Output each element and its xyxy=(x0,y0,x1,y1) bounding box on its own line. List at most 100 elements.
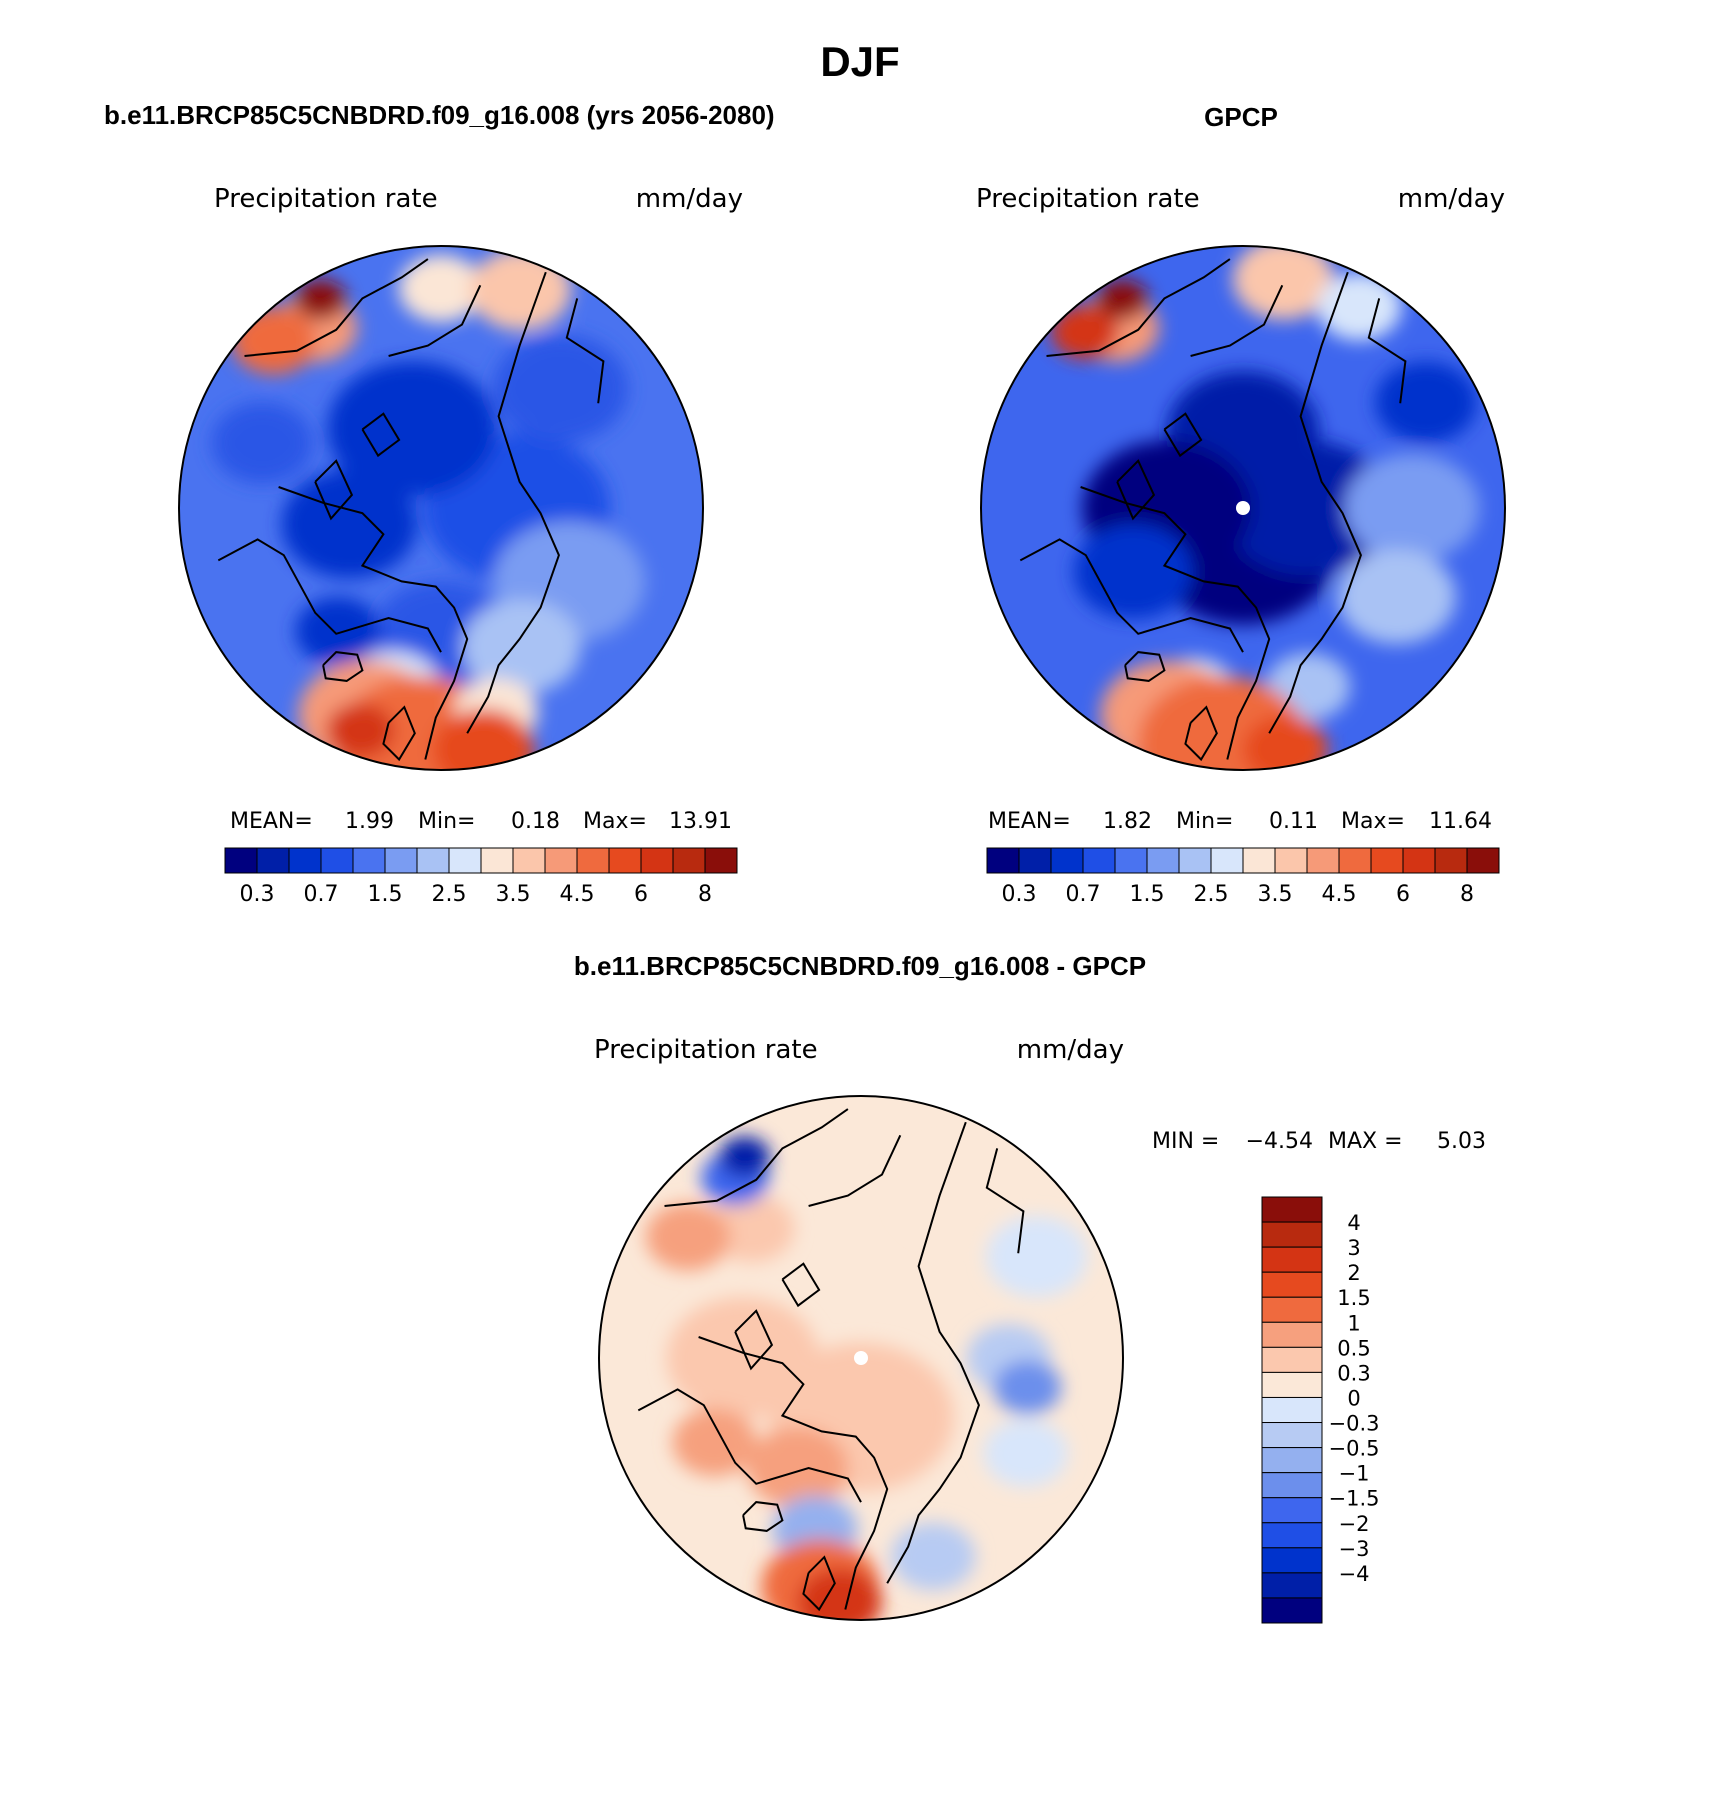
colorbar-swatch xyxy=(1261,1597,1323,1624)
variable-label: Precipitation rate xyxy=(214,184,438,214)
colorbar-swatch xyxy=(986,847,1020,874)
max-value: 13.91 xyxy=(669,809,732,834)
colorbar-swatch xyxy=(1261,1221,1323,1248)
coastlines xyxy=(637,1108,1025,1612)
coastline xyxy=(1046,258,1231,357)
min-value: 0.18 xyxy=(511,809,560,834)
colorbar-tick-label: 8 xyxy=(698,882,712,907)
coastline xyxy=(1190,284,1284,357)
field-region xyxy=(719,1136,771,1177)
colorbar-tick-label: 1.5 xyxy=(1337,1286,1370,1310)
field-region xyxy=(666,1297,819,1419)
pole-missing-marker xyxy=(1236,501,1250,515)
field-region xyxy=(327,361,497,497)
colorbar-swatch xyxy=(480,847,514,874)
colorbar-swatch xyxy=(1082,847,1116,874)
field-region xyxy=(985,1216,1088,1298)
colorbar-swatch xyxy=(1338,847,1372,874)
colorbar-tick-label: −3 xyxy=(1339,1537,1370,1561)
coastline xyxy=(1367,298,1407,404)
field-region xyxy=(432,708,535,770)
min-label: Min= xyxy=(418,809,475,834)
colorbar-tick-label: 2.5 xyxy=(1194,882,1229,907)
polar-map xyxy=(179,246,703,770)
colorbar-tick-label: −1.5 xyxy=(1329,1487,1380,1511)
colorbar-swatch xyxy=(416,847,450,874)
coastlines xyxy=(1019,258,1407,762)
coastline xyxy=(382,705,416,762)
coastline xyxy=(1163,412,1203,458)
field-region xyxy=(462,599,581,695)
colorbar-swatch xyxy=(608,847,642,874)
colorbar-swatch xyxy=(288,847,322,874)
colorbar-swatch xyxy=(1050,847,1084,874)
colorbar-swatch xyxy=(1402,847,1436,874)
colorbar-swatch xyxy=(1261,1497,1323,1524)
colorbar-swatch xyxy=(352,847,386,874)
coastline xyxy=(808,1134,902,1207)
min-label: MIN = xyxy=(1152,1129,1219,1154)
colorbar-tick-label: 1.5 xyxy=(1130,882,1165,907)
field-region xyxy=(797,1568,882,1620)
field-region xyxy=(746,1427,849,1509)
colorbar-tick-label: 0.7 xyxy=(1066,882,1101,907)
max-value: 11.64 xyxy=(1429,809,1492,834)
colorbar-swatch xyxy=(1434,847,1468,874)
colorbar-tick-label: 0 xyxy=(1347,1387,1360,1411)
field-region xyxy=(469,249,572,331)
colorbar-swatch xyxy=(1018,847,1052,874)
colorbar-swatch xyxy=(1261,1422,1323,1449)
max-value: 5.03 xyxy=(1437,1129,1486,1154)
pole-missing-marker xyxy=(854,1351,868,1365)
max-label: MAX = xyxy=(1328,1129,1403,1154)
colorbar-tick-label: 0.3 xyxy=(1337,1361,1370,1385)
coastline xyxy=(1184,705,1218,762)
polar-map xyxy=(599,1096,1123,1620)
max-label: Max= xyxy=(583,809,647,834)
max-label: Max= xyxy=(1341,809,1405,834)
mean-label: MEAN= xyxy=(988,809,1071,834)
coastline xyxy=(361,412,401,458)
colorbar-swatch xyxy=(1261,1472,1323,1499)
figure-title: DJF xyxy=(820,38,899,85)
field-region xyxy=(1074,524,1193,619)
colorbar-swatch xyxy=(256,847,290,874)
coastline xyxy=(886,1121,980,1584)
precip-field xyxy=(1050,246,1480,770)
coastline xyxy=(1019,538,1244,653)
colorbar-swatch xyxy=(1261,1572,1323,1599)
colorbar: 0.3 0.7 1.5 2.5 3.5 4.5 6 8 xyxy=(986,847,1500,907)
colorbar-swatch xyxy=(512,847,546,874)
field-region xyxy=(1232,246,1335,320)
colorbar-tick-label: 0.3 xyxy=(1002,882,1037,907)
colorbar-swatch xyxy=(1242,847,1276,874)
colorbar-tick-label: 1 xyxy=(1347,1311,1360,1335)
variable-label: Precipitation rate xyxy=(976,184,1200,214)
field-region xyxy=(891,1522,976,1591)
colorbar-tick-label: −1 xyxy=(1339,1462,1370,1486)
coastline xyxy=(565,298,605,404)
colorbar-swatch xyxy=(224,847,258,874)
field-region xyxy=(211,402,313,484)
field-region xyxy=(710,1194,795,1263)
colorbar-tick-label: −4 xyxy=(1339,1562,1370,1586)
colorbar-swatch xyxy=(1261,1371,1323,1398)
map-border xyxy=(598,1095,1124,1621)
field-region xyxy=(398,254,484,323)
panel-model: b.e11.BRCP85C5CNBDRD.f09_g16.008 (yrs 20… xyxy=(104,100,775,907)
coastline xyxy=(322,651,364,682)
min-label: Min= xyxy=(1176,809,1233,834)
coastline xyxy=(637,1388,862,1503)
coastline xyxy=(802,1555,836,1612)
coastline xyxy=(734,1309,774,1371)
colorbar-tick-label: −0.3 xyxy=(1329,1412,1380,1436)
colorbar-swatch xyxy=(1306,847,1340,874)
field-region xyxy=(993,1360,1062,1415)
coastline xyxy=(314,459,354,521)
coastline xyxy=(985,1148,1025,1254)
colorbar-tick-label: 4 xyxy=(1347,1211,1360,1235)
coastline xyxy=(1116,459,1156,521)
field-region xyxy=(1316,272,1402,341)
min-value: −4.54 xyxy=(1246,1129,1313,1154)
